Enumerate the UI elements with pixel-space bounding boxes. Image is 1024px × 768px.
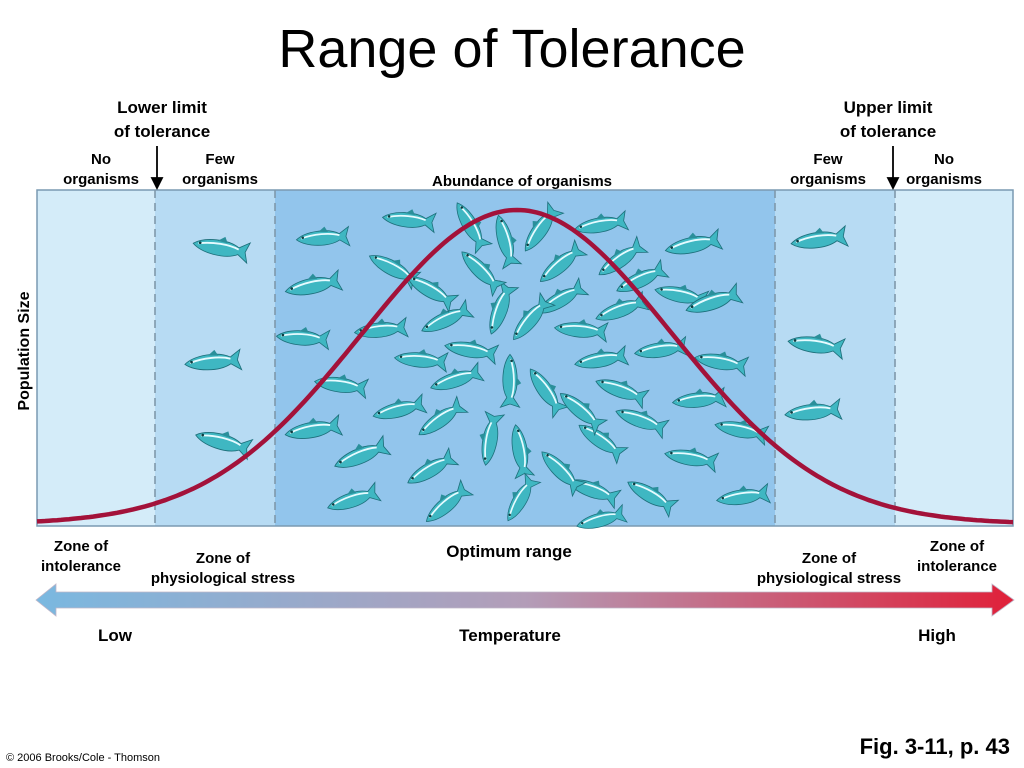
lower-limit-line2: of tolerance <box>113 122 211 141</box>
zone-stress-left-line1: Zone of <box>195 550 251 567</box>
few-organisms-left-line1: Few <box>205 151 235 168</box>
zone-dividers <box>154 190 896 526</box>
temperature-arrow-icon <box>35 583 1015 617</box>
temperature-low-label: Low <box>98 626 132 645</box>
temperature-axis-label: Temperature <box>459 626 561 645</box>
no-organisms-right-label: No organisms <box>898 150 990 190</box>
figure-caption: Fig. 3-11, p. 43 <box>859 734 1010 759</box>
zone-intolerance-right-line2: intolerance <box>916 558 998 575</box>
zone-intolerance-right-line1: Zone of <box>929 538 985 555</box>
abundance-label: Abundance of organisms <box>431 173 613 190</box>
zone-intolerance-right-label: Zone of intolerance <box>902 537 1012 577</box>
zone-stress-right-line1: Zone of <box>801 550 857 567</box>
temperature-high-label: High <box>918 626 956 645</box>
few-organisms-left-line2: organisms <box>182 171 258 188</box>
zone-intolerance-left-line1: Zone of <box>53 538 109 555</box>
no-organisms-left-label: No organisms <box>56 150 146 190</box>
copyright-text: © 2006 Brooks/Cole - Thomson <box>6 752 161 764</box>
no-organisms-left-line2: organisms <box>63 171 139 188</box>
zone-intolerance-left-bg <box>37 190 155 526</box>
no-organisms-right-line1: No <box>934 151 954 168</box>
lower-limit-arrow-icon <box>150 146 164 191</box>
zone-stress-left-line2: physiological stress <box>150 570 296 587</box>
optimum-range-label: Optimum range <box>446 542 572 561</box>
zone-stress-left-label: Zone of physiological stress <box>128 549 318 589</box>
few-organisms-left-label: Few organisms <box>172 150 268 190</box>
population-curve <box>36 207 1014 525</box>
zone-intolerance-left-label: Zone of intolerance <box>26 537 136 577</box>
zone-intolerance-left-line2: intolerance <box>40 558 122 575</box>
lower-limit-line1: Lower limit <box>117 98 207 117</box>
upper-limit-line2: of tolerance <box>839 122 937 141</box>
no-organisms-right-line2: organisms <box>906 171 982 188</box>
diagram-frame <box>36 189 1014 527</box>
zone-stress-right-line2: physiological stress <box>756 570 902 587</box>
upper-limit-line1: Upper limit <box>843 98 933 117</box>
no-organisms-left-line1: No <box>91 151 111 168</box>
lower-limit-label: Lower limit of tolerance <box>92 96 232 144</box>
upper-limit-label: Upper limit of tolerance <box>818 96 958 144</box>
few-organisms-right-line2: organisms <box>790 171 866 188</box>
few-organisms-right-line1: Few <box>813 151 843 168</box>
zone-intolerance-right-bg <box>895 190 1013 526</box>
upper-limit-arrow-icon <box>886 146 900 191</box>
zone-stress-right-label: Zone of physiological stress <box>734 549 924 589</box>
page-title: Range of Tolerance <box>278 19 746 79</box>
few-organisms-right-label: Few organisms <box>780 150 876 190</box>
